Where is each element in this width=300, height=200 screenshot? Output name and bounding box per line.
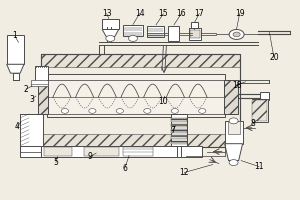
Text: 3: 3: [30, 95, 34, 104]
Bar: [172, 118, 187, 122]
Text: 10: 10: [159, 97, 168, 106]
Bar: [190, 30, 200, 38]
Circle shape: [229, 160, 238, 166]
Text: 16: 16: [176, 9, 186, 18]
Bar: [41, 54, 240, 67]
Circle shape: [229, 118, 238, 124]
Bar: [225, 121, 243, 144]
Bar: [20, 114, 43, 147]
Bar: [172, 129, 187, 133]
Bar: [13, 73, 19, 80]
Bar: [172, 124, 187, 127]
Polygon shape: [7, 64, 24, 73]
Bar: [168, 26, 179, 41]
Bar: [38, 67, 49, 114]
Text: 5: 5: [53, 158, 58, 167]
Bar: [171, 114, 187, 146]
Text: 17: 17: [194, 9, 204, 18]
Bar: [41, 54, 240, 147]
Bar: [35, 66, 49, 84]
Bar: [44, 147, 72, 156]
Text: 13: 13: [102, 9, 112, 18]
Circle shape: [171, 109, 178, 113]
Bar: [20, 146, 46, 157]
Bar: [41, 134, 240, 147]
Text: 7: 7: [170, 126, 175, 135]
Circle shape: [233, 32, 240, 37]
Text: 14: 14: [135, 9, 144, 18]
Text: 2: 2: [24, 85, 28, 94]
Text: 1: 1: [13, 31, 17, 40]
Circle shape: [144, 109, 151, 113]
Bar: [41, 146, 202, 157]
Bar: [7, 35, 24, 64]
Bar: [102, 19, 119, 29]
Polygon shape: [102, 29, 119, 36]
Text: 18: 18: [232, 81, 241, 90]
Bar: [260, 92, 269, 100]
Text: 11: 11: [254, 162, 264, 171]
Bar: [228, 121, 240, 134]
Bar: [123, 147, 153, 156]
Bar: [172, 141, 187, 144]
Bar: [84, 147, 118, 156]
Circle shape: [116, 109, 123, 113]
Circle shape: [199, 109, 206, 113]
Text: 15: 15: [159, 9, 168, 18]
Circle shape: [106, 35, 115, 41]
Circle shape: [61, 109, 68, 113]
Text: 12: 12: [180, 168, 189, 177]
Bar: [189, 28, 201, 40]
Bar: [252, 100, 267, 121]
Text: 4: 4: [15, 122, 20, 131]
Text: 6: 6: [122, 164, 127, 173]
Bar: [123, 25, 142, 36]
Text: 19: 19: [235, 9, 244, 18]
Circle shape: [128, 35, 137, 41]
Text: 20: 20: [269, 53, 279, 62]
Bar: [31, 80, 49, 86]
Bar: [38, 67, 49, 114]
Circle shape: [229, 29, 244, 39]
Bar: [191, 22, 198, 28]
Polygon shape: [225, 144, 243, 161]
Bar: [224, 80, 238, 114]
Bar: [224, 80, 238, 114]
Circle shape: [89, 109, 96, 113]
Bar: [47, 74, 225, 117]
Text: 8: 8: [250, 119, 255, 128]
Text: 9: 9: [88, 152, 93, 161]
Bar: [251, 99, 268, 122]
Bar: [147, 26, 164, 37]
Bar: [172, 135, 187, 139]
